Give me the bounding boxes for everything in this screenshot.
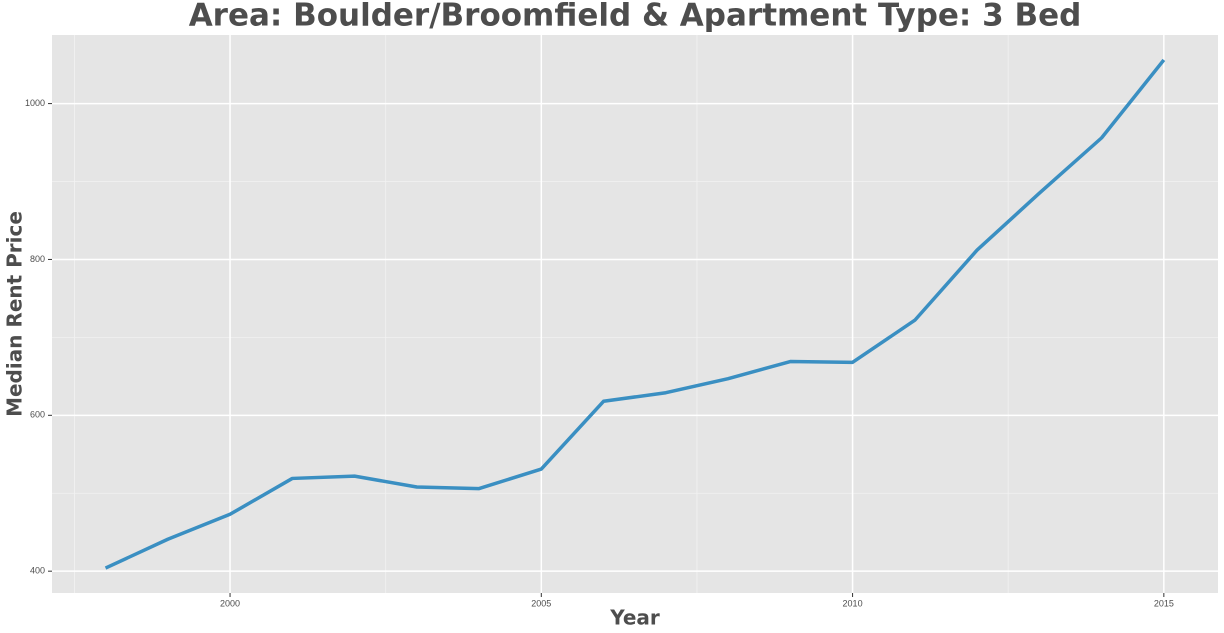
chart-title: Area: Boulder/Broomfield & Apartment Typ…: [189, 0, 1082, 34]
y-tick-label: 400: [30, 566, 45, 576]
x-tick-label: 2015: [1154, 598, 1174, 608]
x-axis-label: Year: [609, 606, 660, 630]
x-tick-label: 2005: [531, 598, 551, 608]
y-tick-label: 1000: [25, 98, 45, 108]
y-tick-label: 600: [30, 410, 45, 420]
data-line: [104, 58, 1166, 570]
x-tick-label: 2000: [220, 598, 240, 608]
x-tick-label: 2010: [843, 598, 863, 608]
y-tick-label: 800: [30, 254, 45, 264]
y-axis-label: Median Rent Price: [3, 211, 27, 417]
plot-background: [52, 35, 1218, 593]
